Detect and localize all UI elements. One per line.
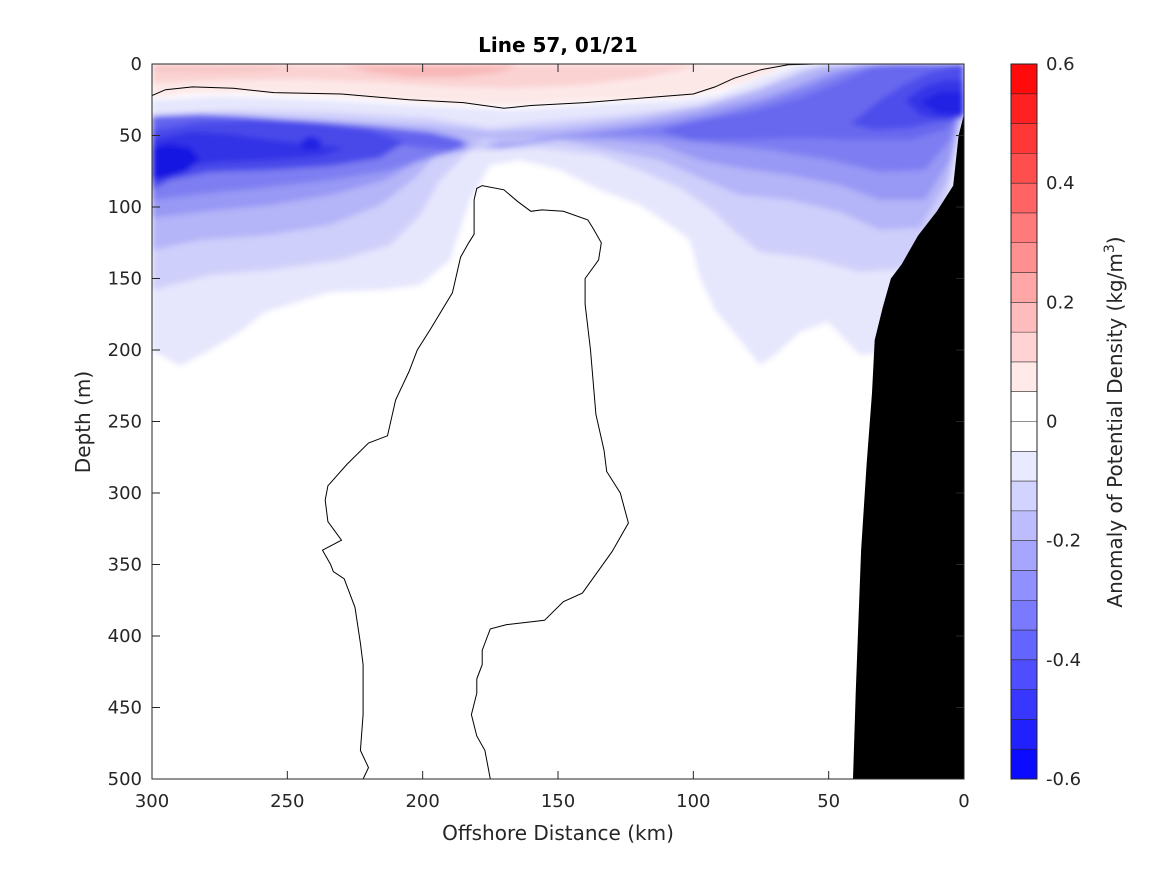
colorbar-tick-label: -0.4 [1046, 650, 1081, 671]
colorbar-segment [1011, 719, 1037, 750]
colorbar-segment [1011, 659, 1037, 691]
y-tick-label: 200 [108, 340, 142, 361]
x-tick-label: 0 [958, 791, 969, 812]
x-tick-label: 50 [817, 791, 840, 812]
positive-anomaly-region [152, 64, 790, 106]
colorbar-segment [1011, 332, 1037, 363]
colorbar-tick-label: 0.4 [1046, 173, 1075, 194]
colorbar-segment [1011, 510, 1037, 542]
x-tick-label: 100 [676, 791, 710, 812]
chart-title: Line 57, 01/21 [478, 33, 638, 57]
y-tick-label: 400 [108, 626, 142, 647]
colorbar-tick-label: 0 [1046, 412, 1057, 433]
colorbar-segment [1011, 749, 1037, 780]
colorbar-tick-label: -0.6 [1046, 769, 1081, 790]
colorbar-segment [1011, 272, 1037, 303]
y-tick-label: 350 [108, 555, 142, 576]
y-tick-label: 100 [108, 197, 142, 218]
colorbar-segment [1011, 630, 1037, 661]
colorbar-segment [1011, 481, 1037, 512]
colorbar-segment [1011, 361, 1037, 393]
colorbar-segment [1011, 64, 1037, 95]
y-tick-label: 250 [108, 412, 142, 433]
colorbar-label-main: Anomaly of Potential Density (kg/m [1103, 253, 1127, 607]
colorbar-segment [1011, 421, 1037, 452]
colorbar-ticks: 0.6 0.4 0.2 0 -0.2 -0.4 -0.6 [1046, 54, 1081, 790]
colorbar [1010, 63, 1038, 780]
colorbar-tick-label: 0.6 [1046, 54, 1075, 75]
colorbar-segment [1011, 242, 1037, 274]
colorbar-segment [1011, 153, 1037, 184]
colorbar-label-superscript: 3 [1102, 244, 1118, 253]
x-tick-label: 150 [541, 791, 575, 812]
colorbar-segment [1011, 391, 1037, 422]
colorbar-segment [1011, 540, 1037, 571]
contour-fill-layer [152, 64, 964, 366]
zero-contour-line-2 [273, 185, 629, 779]
zero-contour-line-1 [152, 64, 816, 109]
negative-anomaly-region [152, 64, 964, 366]
colorbar-tick-label: 0.2 [1046, 292, 1075, 313]
y-axis-label: Depth (m) [71, 371, 95, 473]
colorbar-segment [1011, 302, 1037, 333]
colorbar-frame [1010, 63, 1038, 780]
y-tick-label: 150 [108, 269, 142, 290]
x-tick-label: 300 [135, 791, 169, 812]
colorbar-segment [1011, 93, 1037, 125]
y-tick-label: 450 [108, 698, 142, 719]
colorbar-tick-label: -0.2 [1046, 531, 1081, 552]
colorbar-segment [1011, 183, 1037, 214]
colorbar-segment [1011, 689, 1037, 720]
colorbar-label-suffix: ) [1103, 236, 1127, 244]
x-tick-label: 250 [270, 791, 304, 812]
y-axis-ticks: 0 50 100 150 200 250 300 350 400 450 500 [108, 54, 964, 790]
colorbar-segment [1011, 212, 1037, 244]
x-tick-label: 200 [405, 791, 439, 812]
y-tick-label: 300 [108, 483, 142, 504]
x-axis-ticks: 300 250 200 150 100 50 0 [135, 64, 970, 812]
colorbar-segment [1011, 123, 1037, 154]
y-tick-label: 500 [108, 769, 142, 790]
colorbar-segment [1011, 451, 1037, 482]
x-axis-label: Offshore Distance (km) [442, 821, 674, 845]
y-tick-label: 0 [131, 54, 142, 75]
colorbar-label: Anomaly of Potential Density (kg/m3) [1102, 236, 1127, 607]
y-tick-label: 50 [119, 126, 142, 147]
seafloor-bathymetry [853, 114, 964, 779]
colorbar-segment [1011, 570, 1037, 601]
colorbar-segment [1011, 600, 1037, 631]
